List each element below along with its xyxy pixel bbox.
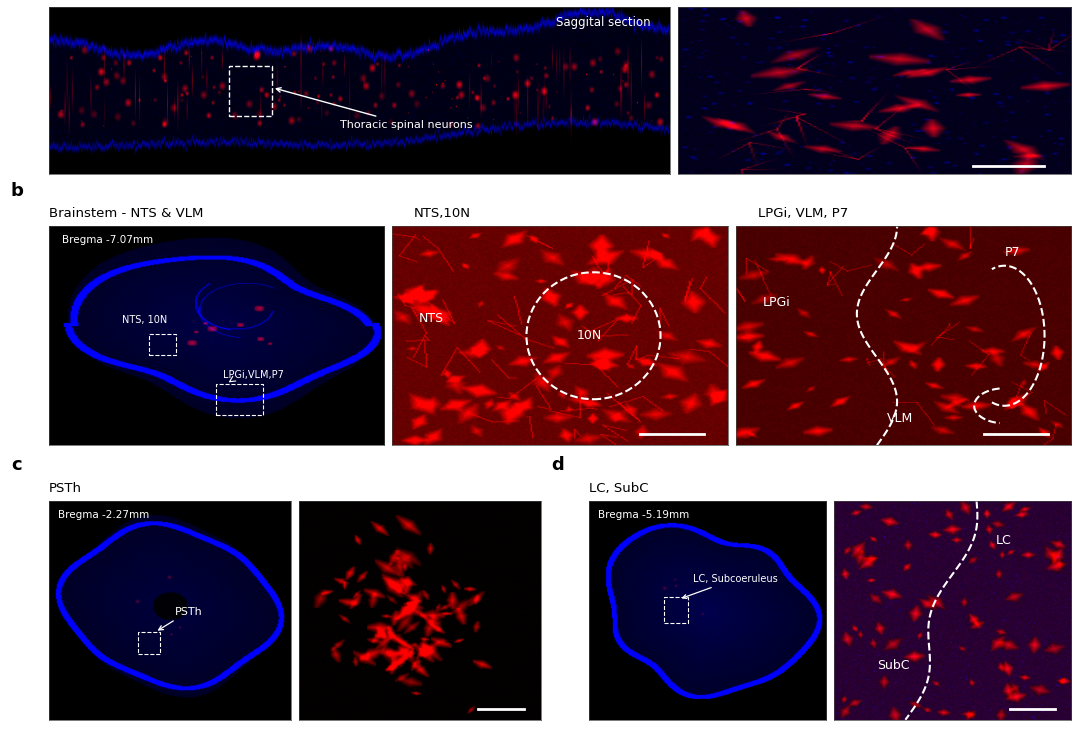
- Text: LPGi: LPGi: [762, 296, 791, 309]
- Text: NTS, 10N: NTS, 10N: [122, 315, 167, 325]
- Bar: [229, 66, 272, 116]
- Text: LC: LC: [996, 533, 1011, 547]
- Text: b: b: [11, 182, 24, 200]
- Text: PSTh: PSTh: [159, 607, 202, 630]
- Bar: [216, 384, 264, 415]
- Text: LC, Subcoeruleus: LC, Subcoeruleus: [683, 574, 778, 599]
- Text: LPGi,VLM,P7: LPGi,VLM,P7: [222, 370, 284, 380]
- Text: 10N: 10N: [577, 329, 602, 342]
- Text: PSTh: PSTh: [49, 482, 82, 495]
- Text: NTS,10N: NTS,10N: [414, 207, 471, 220]
- Text: P7: P7: [1004, 246, 1020, 259]
- Bar: [664, 597, 688, 623]
- Text: Bregma -5.19mm: Bregma -5.19mm: [598, 510, 689, 519]
- Text: c: c: [11, 456, 22, 474]
- Bar: [149, 334, 176, 355]
- Text: NTS: NTS: [419, 312, 444, 325]
- Text: Brainstem - NTS & VLM: Brainstem - NTS & VLM: [49, 207, 203, 220]
- Text: VLM: VLM: [887, 413, 914, 425]
- Text: Thoracic spinal neurons: Thoracic spinal neurons: [276, 88, 473, 130]
- Text: d: d: [551, 456, 564, 474]
- Text: LPGi, VLM, P7: LPGi, VLM, P7: [758, 207, 848, 220]
- Text: Bregma -2.27mm: Bregma -2.27mm: [58, 510, 149, 519]
- Text: SubC: SubC: [877, 658, 909, 672]
- Text: Bregma -7.07mm: Bregma -7.07mm: [62, 235, 153, 245]
- Bar: [138, 632, 160, 654]
- Text: Saggital section: Saggital section: [556, 16, 651, 29]
- Text: LC, SubC: LC, SubC: [589, 482, 648, 495]
